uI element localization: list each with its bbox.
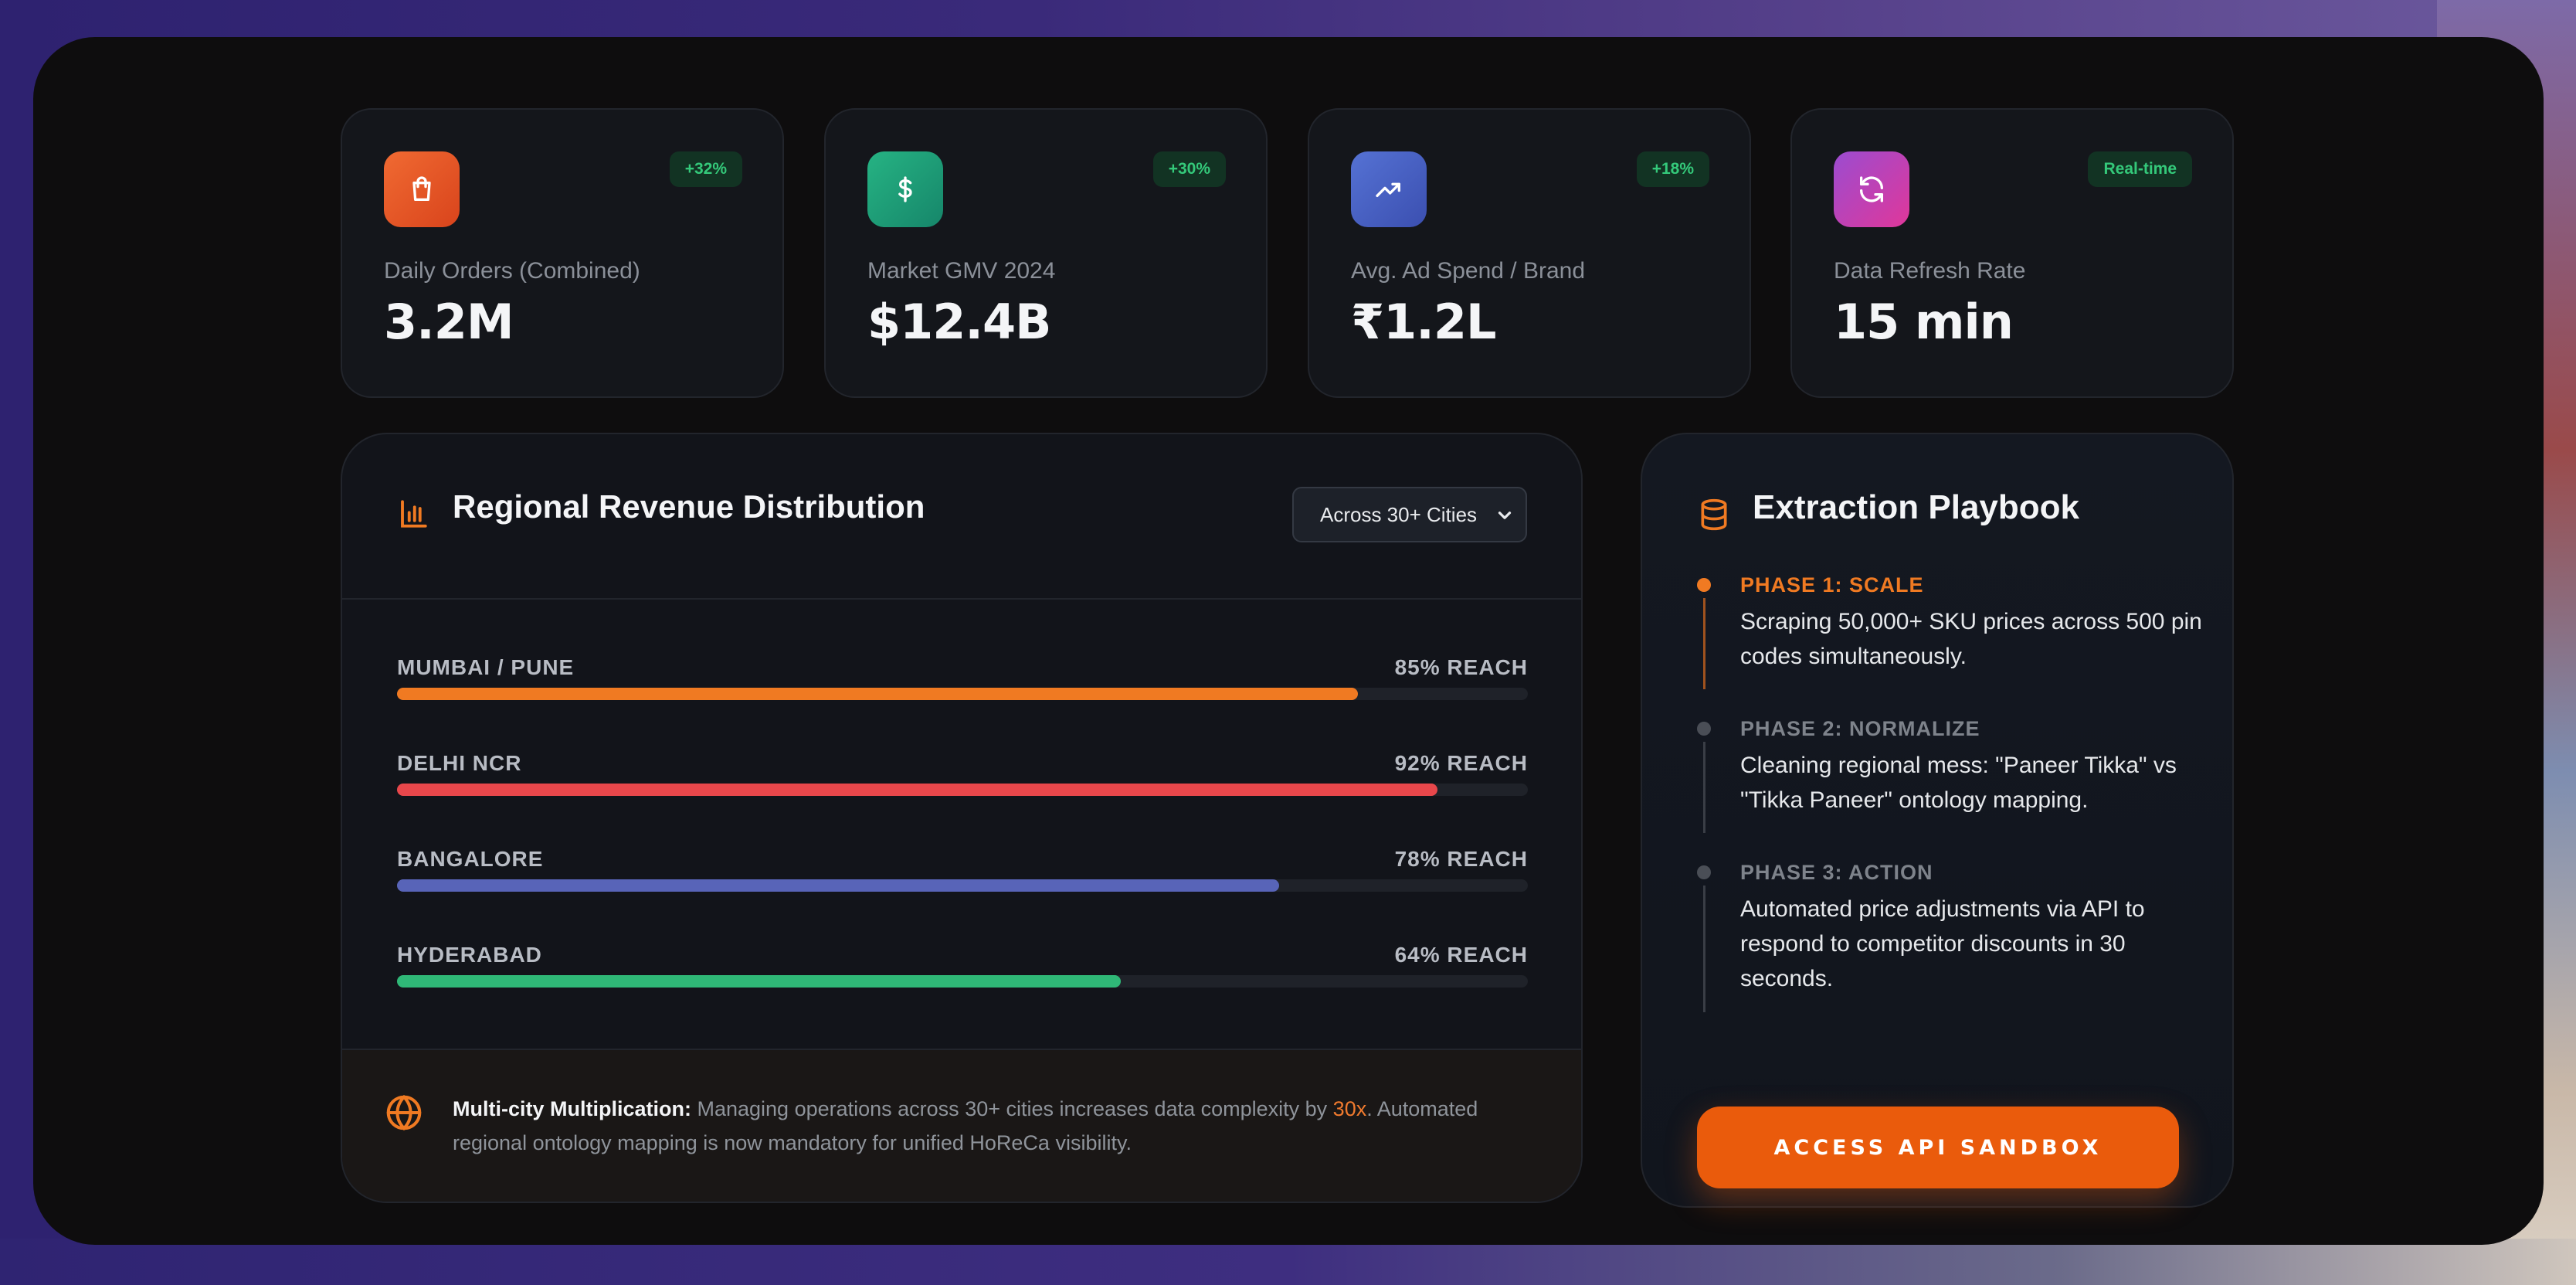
region-name: DELHI NCR [397, 751, 522, 775]
stat-badge: +32% [669, 151, 742, 187]
phase-title: PHASE 3: ACTION [1740, 861, 1933, 884]
stat-badge: +18% [1636, 151, 1709, 187]
stat-badge: Real-time [2088, 151, 2192, 187]
stat-card-ad-spend: +18% Avg. Ad Spend / Brand ₹1.2L [1308, 108, 1751, 398]
region-reach-label: 85% REACH [1394, 655, 1528, 679]
stat-value: ₹1.2L [1351, 294, 1496, 350]
stat-label: Data Refresh Rate [1834, 258, 2026, 284]
dashboard-frame: +32% Daily Orders (Combined) 3.2M +30% M… [33, 37, 2544, 1245]
region-name: HYDERABAD [397, 943, 542, 967]
footer-note-text-end: . Automated regional ontology mapping is… [453, 1097, 1478, 1154]
regional-revenue-footer: Multi-city Multiplication: Managing oper… [342, 1049, 1581, 1202]
footer-note-highlight: 30x [1332, 1097, 1367, 1120]
phase-line [1703, 742, 1705, 833]
stat-card-market-gmv: +30% Market GMV 2024 $12.4B [824, 108, 1268, 398]
reach-bar-track [397, 784, 1528, 796]
stat-value: 3.2M [384, 294, 514, 350]
reach-bar-fill [397, 975, 1121, 988]
stat-value: 15 min [1834, 294, 2014, 350]
stat-label: Market GMV 2024 [867, 258, 1056, 284]
globe-icon [383, 1092, 425, 1137]
region-reach-label: 78% REACH [1394, 847, 1528, 871]
footer-note-title: Multi-city Multiplication: [453, 1097, 691, 1120]
phase-line [1703, 598, 1705, 689]
phase-dot [1697, 578, 1711, 592]
stat-label: Daily Orders (Combined) [384, 258, 640, 284]
reach-bar-fill [397, 879, 1279, 892]
reach-bar-fill [397, 688, 1359, 700]
phase-text: Scraping 50,000+ SKU prices across 500 p… [1740, 609, 2202, 669]
access-api-sandbox-button[interactable]: ACCESS API SANDBOX [1697, 1107, 2179, 1188]
region-name: MUMBAI / PUNE [397, 655, 575, 679]
shopping-bag-icon [384, 151, 460, 227]
regional-revenue-title: Regional Revenue Distribution [453, 488, 925, 525]
phase-dot [1697, 722, 1711, 736]
regional-revenue-card: Regional Revenue Distribution Across 30+… [341, 433, 1583, 1203]
city-scope-select[interactable]: Across 30+ Cities [1292, 487, 1527, 542]
stat-card-refresh-rate: Real-time Data Refresh Rate 15 min [1790, 108, 2234, 398]
phase-text: Automated price adjustments via API to r… [1740, 896, 2145, 991]
phase-dot [1697, 865, 1711, 879]
city-scope-select-value: Across 30+ Cities [1320, 502, 1478, 526]
reach-bar-track [397, 879, 1528, 892]
phase-line [1703, 886, 1705, 1012]
regional-revenue-header: Regional Revenue Distribution Across 30+… [342, 434, 1581, 600]
stat-value: $12.4B [867, 294, 1051, 350]
stat-label: Avg. Ad Spend / Brand [1351, 258, 1586, 284]
footer-note: Multi-city Multiplication: Managing oper… [453, 1092, 1503, 1160]
region-reach-label: 64% REACH [1394, 943, 1528, 967]
stat-badge: +30% [1152, 151, 1226, 187]
region-name: BANGALORE [397, 847, 544, 871]
stat-card-daily-orders: +32% Daily Orders (Combined) 3.2M [341, 108, 784, 398]
reach-bar-track [397, 688, 1528, 700]
region-reach-label: 92% REACH [1394, 751, 1528, 775]
bar-chart-icon [397, 498, 429, 533]
reach-bar-track [397, 975, 1528, 988]
reach-bar-fill [397, 784, 1437, 796]
database-icon [1697, 498, 1731, 535]
refresh-icon [1834, 151, 1909, 227]
chevron-down-icon [1495, 505, 1515, 531]
phase-title: PHASE 1: SCALE [1740, 573, 1924, 597]
dollar-icon [867, 151, 943, 227]
background-photo-bottom [0, 1239, 2576, 1285]
footer-note-text: Managing operations across 30+ cities in… [691, 1097, 1333, 1120]
phase-title: PHASE 2: NORMALIZE [1740, 717, 1980, 740]
playbook-title: Extraction Playbook [1753, 488, 2080, 526]
phase-text: Cleaning regional mess: "Paneer Tikka" v… [1740, 753, 2177, 813]
trending-up-icon [1351, 151, 1427, 227]
extraction-playbook-card: Extraction Playbook PHASE 1: SCALE Scrap… [1641, 433, 2234, 1208]
